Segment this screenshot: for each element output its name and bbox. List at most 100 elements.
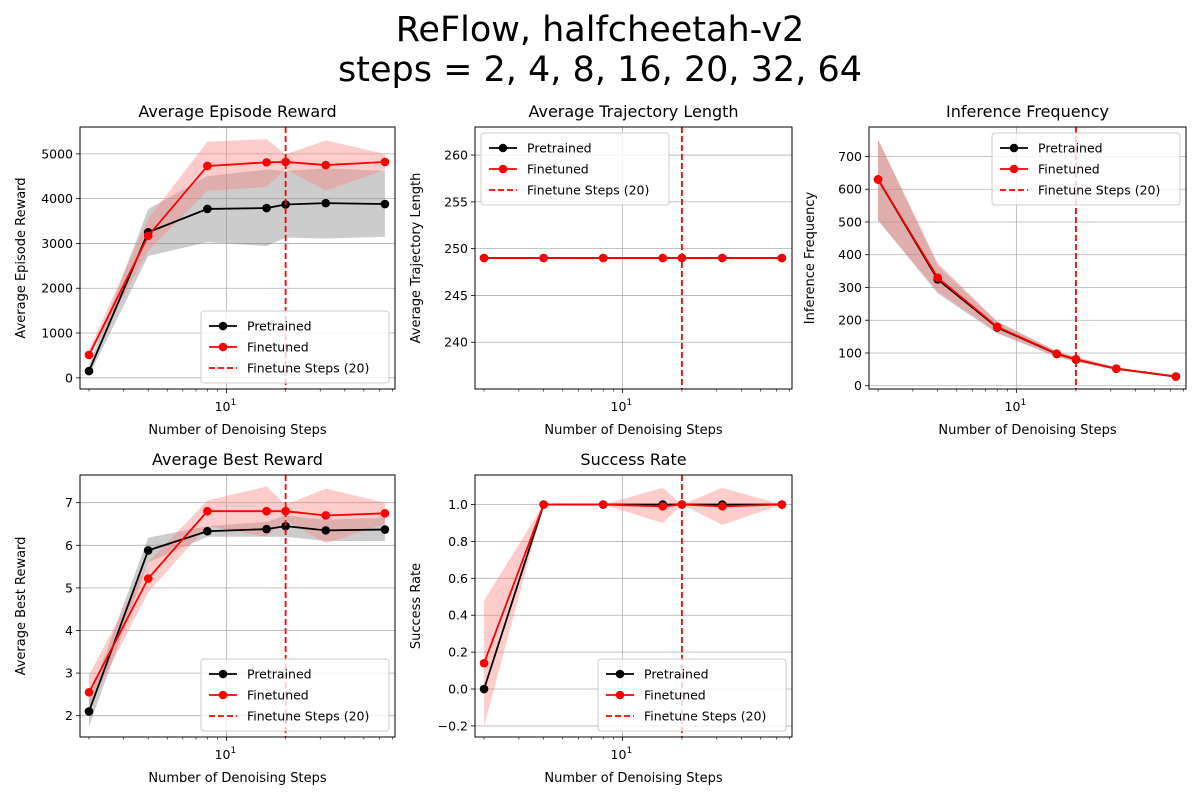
plot-area — [479, 127, 787, 389]
x-axis-label: Number of Denoising Steps — [148, 423, 326, 438]
point-finetuned — [321, 511, 331, 520]
point-finetuned — [203, 161, 212, 171]
x-tick-label: 101 — [611, 398, 633, 414]
y-tick-label: −0.2 — [438, 718, 468, 733]
point-finetuned — [777, 500, 787, 509]
y-tick-label: 260 — [444, 148, 468, 163]
legend: Pretrained Finetuned Finetune Steps (20) — [597, 658, 787, 732]
y-tick-label: 1000 — [41, 326, 73, 341]
plot-area — [84, 475, 390, 737]
subplot-5: −0.2 0.0 0.2 0.4 0.6 0.8 1.0 101 Success Rate Num… — [409, 450, 793, 786]
legend-box — [597, 658, 787, 732]
band-pretrained — [88, 515, 385, 727]
y-tick-label: 4 — [65, 623, 73, 638]
legend-label: Finetune Steps (20) — [644, 709, 766, 724]
point-finetuned — [933, 273, 942, 282]
y-tick-label: 700 — [838, 149, 862, 164]
axes-frame — [868, 126, 1187, 390]
point-finetuned — [598, 253, 608, 263]
legend-marker — [218, 321, 228, 331]
legend-marker — [615, 669, 625, 679]
legend-marker — [218, 342, 228, 352]
legend-label: Finetuned — [527, 162, 589, 177]
point-finetuned — [658, 502, 668, 511]
point-pretrained — [84, 366, 94, 376]
point-finetuned — [539, 253, 548, 263]
point-pretrained — [479, 684, 489, 694]
band-finetuned — [88, 139, 385, 358]
x-axis-label: Number of Denoising Steps — [544, 423, 722, 438]
point-finetuned — [718, 253, 727, 263]
legend-label: Finetune Steps (20) — [247, 709, 369, 724]
y-tick-label: 2000 — [41, 281, 73, 296]
point-finetuned — [992, 322, 1002, 332]
y-tick-label: 1.0 — [448, 497, 468, 512]
x-axis-label: Number of Denoising Steps — [544, 771, 722, 786]
axes-frame — [79, 126, 396, 390]
point-finetuned — [203, 506, 212, 516]
point-finetuned — [718, 502, 727, 511]
y-tick-label: 300 — [838, 280, 862, 295]
point-finetuned — [1071, 354, 1081, 364]
legend-box — [200, 310, 390, 384]
legend-box — [200, 658, 390, 732]
legend: Pretrained Finetuned Finetune Steps (20) — [200, 310, 390, 384]
legend-label: Finetune Steps (20) — [1038, 183, 1160, 198]
legend-label: Pretrained — [247, 667, 312, 682]
legend-label: Pretrained — [1038, 141, 1103, 156]
legend-label: Finetuned — [644, 688, 706, 703]
point-finetuned — [281, 157, 290, 167]
legend-label: Finetuned — [247, 340, 309, 355]
axes-frame — [474, 126, 793, 390]
legend: Pretrained Finetuned Finetune Steps (20) — [200, 658, 390, 732]
legend-label: Pretrained — [527, 141, 592, 156]
x-tick-label: 101 — [215, 398, 237, 414]
point-finetuned — [1112, 364, 1121, 373]
point-pretrained — [262, 524, 271, 534]
point-finetuned — [143, 574, 153, 583]
point-finetuned — [1171, 372, 1181, 381]
legend: Pretrained Finetuned Finetune Steps (20) — [991, 132, 1181, 206]
point-finetuned — [262, 158, 271, 167]
y-tick-label: 4000 — [41, 191, 73, 206]
legend-marker — [615, 690, 625, 700]
legend-label: Pretrained — [644, 667, 709, 682]
band-pretrained — [88, 168, 385, 376]
y-tick-label: 600 — [838, 182, 862, 197]
point-pretrained — [143, 546, 153, 555]
y-tick-label: 3 — [65, 666, 73, 681]
y-tick-label: 3000 — [41, 236, 73, 251]
plot-area — [84, 127, 390, 389]
legend-label: Pretrained — [247, 319, 312, 334]
point-finetuned — [143, 231, 153, 241]
point-finetuned — [84, 687, 94, 697]
point-pretrained — [321, 198, 331, 208]
plot-area — [873, 127, 1181, 389]
subplot-title: Average Best Reward — [152, 450, 323, 469]
y-axis-label: Inference Frequency — [803, 192, 818, 325]
band-finetuned — [484, 487, 782, 726]
y-tick-label: 250 — [444, 241, 468, 256]
point-finetuned — [84, 350, 94, 360]
series-line-finetuned — [877, 178, 1176, 378]
legend-marker — [218, 669, 228, 679]
subplot-title: Average Trajectory Length — [528, 102, 738, 121]
legend-label: Finetune Steps (20) — [247, 361, 369, 376]
point-finetuned — [479, 253, 489, 263]
legend-label: Finetune Steps (20) — [527, 183, 649, 198]
point-pretrained — [262, 203, 271, 213]
subplot-title: Inference Frequency — [946, 102, 1109, 121]
y-tick-label: 100 — [838, 345, 862, 360]
axes-frame — [474, 474, 793, 738]
point-finetuned — [380, 509, 390, 518]
legend-marker — [218, 690, 228, 700]
point-finetuned — [262, 506, 271, 516]
y-axis-label: Average Episode Reward — [14, 177, 29, 338]
y-tick-label: 0.0 — [448, 682, 468, 697]
point-pretrained — [84, 707, 94, 716]
legend-marker — [1009, 164, 1019, 174]
x-axis-label: Number of Denoising Steps — [148, 771, 326, 786]
y-axis-label: Average Best Reward — [14, 537, 29, 676]
x-tick-label: 101 — [611, 746, 633, 762]
axes-frame — [79, 474, 396, 738]
